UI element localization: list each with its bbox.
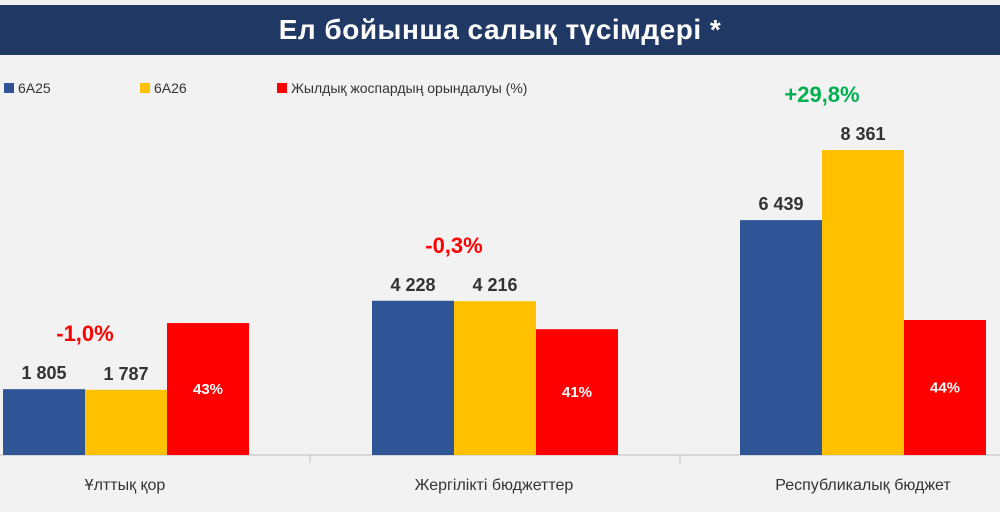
data-label-respublikalyq-series-2: 8 361 [840,124,885,144]
data-label-ulttyq-qor-percent: 43% [193,381,223,398]
bar-zhergilikti-series-1 [372,300,454,455]
data-label-ulttyq-qor-series-1: 1 805 [21,363,66,383]
legend-item-6a26: 6А26 [140,80,187,96]
category-label-ulttyq-qor: Ұлттық қор [85,477,166,494]
growth-label-ulttyq-qor: -1,0% [56,321,113,346]
growth-label-respublikalyq: +29,8% [784,82,859,107]
legend-item-plan: Жылдық жоспардың орындалуы (%) [277,80,527,96]
data-label-zhergilikti-series-2: 4 216 [472,275,517,295]
data-label-respublikalyq-percent: 44% [930,380,960,397]
data-label-zhergilikti-percent: 41% [562,384,592,401]
data-label-zhergilikti-series-1: 4 228 [390,275,435,295]
chart-title: Ел бойынша салық түсімдері * [278,14,722,45]
bar-zhergilikti-series-2 [454,301,536,455]
category-label-zhergilikti: Жергілікті бюджеттер [415,477,574,494]
bar-zhergilikti-series-3 [536,329,618,455]
legend-item-6a25: 6А25 [4,80,51,96]
bar-ulttyq-qor-series-3 [167,323,249,455]
legend-label-6a25: 6А25 [18,80,51,96]
bar-ulttyq-qor-series-2 [85,389,167,455]
bar-respublikalyq-series-3 [904,320,986,455]
bar-respublikalyq-series-1 [740,220,822,455]
chart-title-bar: Ел бойынша салық түсімдері * [0,5,1000,55]
legend-label-6a26: 6А26 [154,80,187,96]
legend-swatch-plan [277,83,287,93]
data-label-ulttyq-qor-series-2: 1 787 [103,364,148,384]
legend-swatch-6a25 [4,83,14,93]
bar-ulttyq-qor-series-1 [3,389,85,455]
growth-label-zhergilikti: -0,3% [425,233,482,258]
legend-label-plan: Жылдық жоспардың орындалуы (%) [291,80,528,96]
bar-respublikalyq-series-2 [822,150,904,455]
legend-swatch-6a26 [140,83,150,93]
data-label-respublikalyq-series-1: 6 439 [758,194,803,214]
category-label-respublikalyq: Республикалық бюджет [775,477,951,494]
